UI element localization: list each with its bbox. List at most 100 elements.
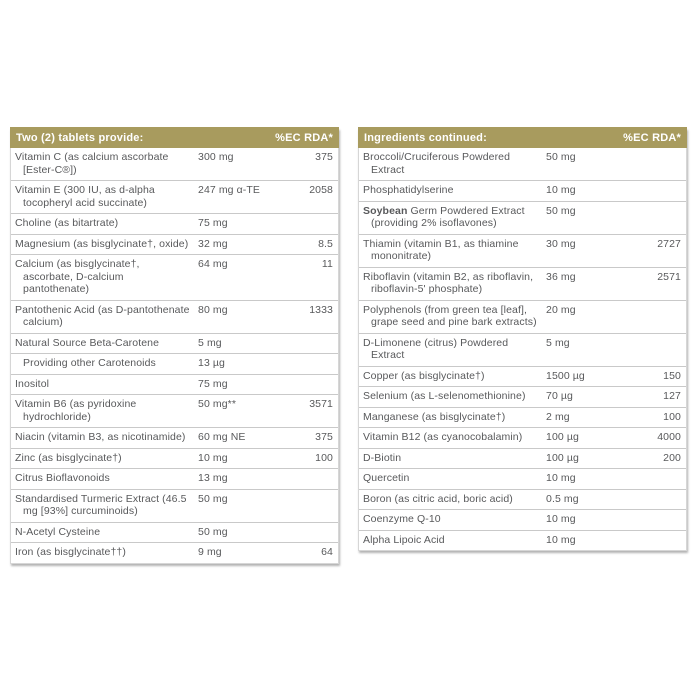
ingredient-rda: 127 <box>663 390 681 402</box>
table-row: Coenzyme Q-10 10 mg <box>359 510 686 531</box>
table-row: Copper (as bisglycinate†) 1500 µg 150 <box>359 367 686 387</box>
ingredient-name: Boron (as citric acid, boric acid) <box>363 492 513 505</box>
ingredient-amount: 300 mg <box>198 151 234 163</box>
ingredient-name: Standardised Turmeric Extract (46.5 mg [… <box>15 492 187 518</box>
ingredient-amount: 50 mg <box>546 204 576 217</box>
ingredient-rda <box>631 184 681 197</box>
table-row: Vitamin C (as calcium ascorbate [Ester-C… <box>11 148 338 181</box>
table-row: Phosphatidylserine 10 mg <box>359 181 686 202</box>
ingredient-amount: 75 mg <box>198 377 228 390</box>
table-header-title: Ingredients continued: <box>364 132 487 144</box>
ingredient-rda <box>631 151 681 176</box>
ingredient-amount: 2 mg <box>546 410 570 423</box>
ingredient-name: Magnesium (as bisglycinate†, oxide) <box>15 237 189 250</box>
ingredient-rda <box>283 217 333 230</box>
ingredient-name: Choline (as bitartrate) <box>15 217 119 229</box>
ingredient-amount: 13 µg <box>198 357 225 369</box>
ingredient-rda <box>283 357 333 370</box>
table-row: Inositol 75 mg <box>11 375 338 395</box>
ingredient-name: Vitamin B6 (as pyridoxine hydrochloride) <box>15 398 137 423</box>
ingredient-amount: 10 mg <box>546 472 576 484</box>
ingredient-name: Iron (as bisglycinate††) <box>15 546 126 558</box>
supplement-facts-panel: Two (2) tablets provide: %EC RDA* Vitami… <box>10 127 687 564</box>
table-header: Ingredients continued: %EC RDA* <box>358 127 687 148</box>
table-row: Quercetin 10 mg <box>359 469 686 490</box>
ingredient-amount: 10 mg <box>546 184 576 196</box>
table-row: Natural Source Beta-Carotene 5 mg <box>11 334 338 354</box>
ingredient-amount: 13 mg <box>198 472 228 484</box>
ingredient-amount: 100 µg <box>546 431 579 443</box>
table-row: Boron (as citric acid, boric acid) 0.5 mg <box>359 490 686 510</box>
ingredient-rda <box>631 304 681 329</box>
ingredient-amount: 36 mg <box>546 270 576 283</box>
ingredient-name: Phosphatidylserine <box>363 184 454 196</box>
ingredient-name: Zinc (as bisglycinate†) <box>15 451 122 464</box>
ingredient-name: Broccoli/Cruciferous Powdered Extract <box>363 151 511 176</box>
ingredient-amount: 64 mg <box>198 258 228 270</box>
table-row: Manganese (as bisglycinate†) 2 mg 100 <box>359 408 686 428</box>
table-row: Riboflavin (vitamin B2, as riboflavin, r… <box>359 268 686 301</box>
ingredient-amount: 30 mg <box>546 237 576 250</box>
ingredient-name: N-Acetyl Cysteine <box>15 525 101 538</box>
ingredient-amount: 10 mg <box>546 513 576 525</box>
ingredient-rda <box>631 534 681 547</box>
table-row: Vitamin B6 (as pyridoxine hydrochloride)… <box>11 395 338 428</box>
ingredient-rda <box>283 526 333 539</box>
ingredient-amount: 247 mg α-TE <box>198 184 261 196</box>
ingredient-rda <box>283 378 333 391</box>
ingredient-amount: 75 mg <box>198 217 228 229</box>
ingredient-rda: 64 <box>321 546 333 558</box>
table-header-rda-label: %EC RDA* <box>623 132 681 144</box>
table-row: Polyphenols (from green tea [leaf], grap… <box>359 301 686 334</box>
table-header: Two (2) tablets provide: %EC RDA* <box>10 127 339 148</box>
table-row: D-Biotin 100 µg 200 <box>359 449 686 469</box>
table-row: Calcium (as bisglycinate†, ascorbate, D-… <box>11 255 338 301</box>
table-row: Zinc (as bisglycinate†) 10 mg 100 <box>11 449 338 469</box>
ingredient-rda: 375 <box>315 431 333 443</box>
ingredient-amount: 32 mg <box>198 237 228 250</box>
table-body: Vitamin C (as calcium ascorbate [Ester-C… <box>11 148 338 563</box>
ingredient-name: Citrus Bioflavonoids <box>15 472 110 484</box>
ingredient-rda <box>631 337 681 362</box>
ingredient-name: Providing other Carotenoids <box>23 357 156 369</box>
table-row: N-Acetyl Cysteine 50 mg <box>11 523 338 543</box>
ingredient-rda: 100 <box>315 451 333 464</box>
ingredient-name: Calcium (as bisglycinate†, ascorbate, D-… <box>15 258 140 295</box>
table-header-rda-label: %EC RDA* <box>275 132 333 144</box>
ingredient-rda: 200 <box>663 451 681 464</box>
ingredient-name: Vitamin C (as calcium ascorbate [Ester-C… <box>15 151 169 176</box>
ingredient-rda <box>631 493 681 506</box>
ingredient-rda: 2727 <box>657 237 681 250</box>
ingredient-name: Polyphenols (from green tea [leaf], grap… <box>363 303 537 329</box>
ingredient-rda <box>283 337 333 350</box>
ingredient-name: Selenium (as L-selenomethionine) <box>363 390 526 402</box>
table-row: Broccoli/Cruciferous Powdered Extract 50 … <box>359 148 686 181</box>
ingredient-amount: 9 mg <box>198 546 222 558</box>
supplement-table-right: Ingredients continued: %EC RDA* Broccoli… <box>358 127 687 551</box>
ingredient-name: Natural Source Beta-Carotene <box>15 336 160 349</box>
ingredient-amount: 5 mg <box>198 336 222 349</box>
ingredient-name: D-Biotin <box>363 451 402 464</box>
ingredient-name: Coenzyme Q-10 <box>363 513 441 525</box>
ingredient-rda: 2058 <box>309 184 333 196</box>
ingredient-amount: 1500 µg <box>546 369 585 382</box>
ingredient-rda: 2571 <box>657 270 681 283</box>
ingredient-name: D-Limonene (citrus) Powdered Extract <box>363 336 509 362</box>
ingredient-rda: 8.5 <box>318 237 333 250</box>
ingredient-rda: 150 <box>663 369 681 382</box>
ingredient-rda: 4000 <box>657 431 681 443</box>
ingredient-amount: 60 mg NE <box>198 431 246 443</box>
ingredient-name: Soybean Germ Powdered Extract (providing… <box>363 204 525 230</box>
table-row: Magnesium (as bisglycinate†, oxide) 32 mg… <box>11 235 338 255</box>
ingredient-name: Pantothenic Acid (as D-pantothenate calc… <box>15 303 190 329</box>
table-row: Vitamin E (300 IU, as d-alpha tocopheryl… <box>11 181 338 214</box>
ingredient-rda <box>283 493 333 518</box>
table-row: Vitamin B12 (as cyanocobalamin) 100 µg 400… <box>359 428 686 449</box>
table-row: Standardised Turmeric Extract (46.5 mg [… <box>11 490 338 523</box>
ingredient-name: Manganese (as bisglycinate†) <box>363 410 506 423</box>
table-row: Thiamin (vitamin B1, as thiamine mononit… <box>359 235 686 268</box>
table-row: Soybean Germ Powdered Extract (providing… <box>359 202 686 235</box>
ingredient-rda <box>631 472 681 485</box>
ingredient-name: Alpha Lipoic Acid <box>363 533 445 546</box>
table-row: Choline (as bitartrate) 75 mg <box>11 214 338 235</box>
